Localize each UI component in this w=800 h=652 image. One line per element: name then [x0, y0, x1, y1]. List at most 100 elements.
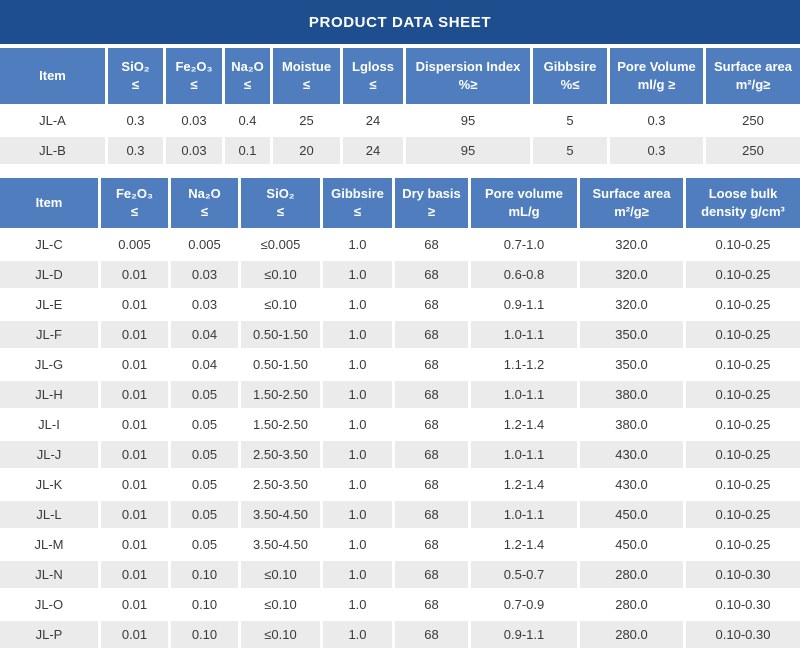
column-header: Loose bulk density g/cm³ [683, 178, 800, 228]
table-cell: 0.3 [105, 134, 163, 164]
table-cell: JL-F [0, 318, 98, 348]
table-cell: 1.0 [320, 378, 392, 408]
table-cell: 68 [392, 378, 468, 408]
table-cell: 0.04 [168, 318, 238, 348]
table-cell: 1.0-1.1 [468, 318, 577, 348]
column-header: Dry basis ≥ [392, 178, 468, 228]
table-cell: JL-O [0, 588, 98, 618]
column-header: Surface area m²/g≥ [703, 48, 800, 104]
column-header: Pore volume mL/g [468, 178, 577, 228]
table-cell: 0.10-0.30 [683, 588, 800, 618]
table-cell: 0.4 [222, 104, 270, 134]
table-cell: 1.0 [320, 588, 392, 618]
table-row: JL-G 0.01 0.04 0.50-1.50 1.0 68 1.1-1.2 350.0 0.… [0, 348, 800, 378]
table-cell: 95 [403, 134, 530, 164]
table-row: JL-A 0.3 0.03 0.4 25 24 95 5 0.3 250 [0, 104, 800, 134]
table-row: JL-L 0.01 0.05 3.50-4.50 1.0 68 1.0-1.1 450.0 0.… [0, 498, 800, 528]
table-cell: 0.50-1.50 [238, 318, 320, 348]
table-cell: 250 [703, 104, 800, 134]
table-cell: JL-J [0, 438, 98, 468]
table-row: JL-J 0.01 0.05 2.50-3.50 1.0 68 1.0-1.1 430.0 0.… [0, 438, 800, 468]
table-cell: JL-B [0, 134, 105, 164]
table-cell: 1.0 [320, 228, 392, 258]
table-cell: 2.50-3.50 [238, 468, 320, 498]
table-cell: 350.0 [577, 318, 683, 348]
table-cell: 68 [392, 258, 468, 288]
table-cell: 0.01 [98, 468, 168, 498]
column-header: Na₂O ≤ [168, 178, 238, 228]
table-cell: 68 [392, 468, 468, 498]
table-cell: 68 [392, 498, 468, 528]
table-cell: 1.50-2.50 [238, 408, 320, 438]
table-row: JL-N 0.01 0.10 ≤0.10 1.0 68 0.5-0.7 280.0 0.10-0… [0, 558, 800, 588]
table-cell: 95 [403, 104, 530, 134]
column-header: Gibbsire %≤ [530, 48, 607, 104]
table-header: Item Fe₂O₃ ≤ Na₂O ≤ SiO₂ ≤ Gibbsire ≤ Dry bas… [0, 178, 800, 228]
table-cell: 1.0-1.1 [468, 498, 577, 528]
table-row: JL-B 0.3 0.03 0.1 20 24 95 5 0.3 250 [0, 134, 800, 164]
table-cell: 0.7-1.0 [468, 228, 577, 258]
table-cell: 68 [392, 348, 468, 378]
table-row: JL-P 0.01 0.10 ≤0.10 1.0 68 0.9-1.1 280.0 0.10-0… [0, 618, 800, 648]
table-cell: 24 [340, 104, 403, 134]
table-cell: JL-H [0, 378, 98, 408]
table-cell: ≤0.10 [238, 288, 320, 318]
table-cell: 0.3 [105, 104, 163, 134]
table-cell: 0.005 [168, 228, 238, 258]
product-table-fine: Item Fe₂O₃ ≤ Na₂O ≤ SiO₂ ≤ Gibbsire ≤ Dry bas… [0, 178, 800, 648]
column-header: Pore Volume ml/g ≥ [607, 48, 703, 104]
column-header: Surface area m²/g≥ [577, 178, 683, 228]
column-header: Fe₂O₃ ≤ [98, 178, 168, 228]
table-cell: 0.04 [168, 348, 238, 378]
table-row: JL-H 0.01 0.05 1.50-2.50 1.0 68 1.0-1.1 380.0 0.… [0, 378, 800, 408]
column-header: Gibbsire ≤ [320, 178, 392, 228]
table-cell: 0.01 [98, 528, 168, 558]
table-cell: 0.03 [168, 258, 238, 288]
table-cell: 68 [392, 528, 468, 558]
table-cell: 0.3 [607, 104, 703, 134]
header-row: Item SiO₂ ≤ Fe₂O₃ ≤ Na₂O ≤ Moistue ≤ Lgloss ≤… [0, 48, 800, 104]
table-cell: 0.9-1.1 [468, 288, 577, 318]
table-row: JL-M 0.01 0.05 3.50-4.50 1.0 68 1.2-1.4 450.0 0.… [0, 528, 800, 558]
table-cell: 0.03 [168, 288, 238, 318]
column-header: Na₂O ≤ [222, 48, 270, 104]
table-cell: 0.10-0.25 [683, 228, 800, 258]
table-cell: 350.0 [577, 348, 683, 378]
table-cell: 0.005 [98, 228, 168, 258]
table-cell: 250 [703, 134, 800, 164]
table-body: JL-C 0.005 0.005 ≤0.005 1.0 68 0.7-1.0 320.0 0.1… [0, 228, 800, 648]
table-cell: 0.05 [168, 528, 238, 558]
table-cell: JL-I [0, 408, 98, 438]
table-cell: 380.0 [577, 378, 683, 408]
column-header: Lgloss ≤ [340, 48, 403, 104]
table-cell: 280.0 [577, 618, 683, 648]
header-row: Item Fe₂O₃ ≤ Na₂O ≤ SiO₂ ≤ Gibbsire ≤ Dry bas… [0, 178, 800, 228]
table-cell: 0.50-1.50 [238, 348, 320, 378]
table-cell: 280.0 [577, 588, 683, 618]
table-cell: 68 [392, 618, 468, 648]
table-cell: 2.50-3.50 [238, 438, 320, 468]
table-cell: 1.2-1.4 [468, 468, 577, 498]
table-cell: 0.01 [98, 588, 168, 618]
column-header: Dispersion Index %≥ [403, 48, 530, 104]
table-cell: JL-P [0, 618, 98, 648]
table-cell: 320.0 [577, 288, 683, 318]
table-cell: 0.10-0.25 [683, 288, 800, 318]
table-cell: 25 [270, 104, 340, 134]
table-cell: ≤0.005 [238, 228, 320, 258]
table-cell: 0.10-0.25 [683, 498, 800, 528]
table-cell: JL-L [0, 498, 98, 528]
table-cell: 1.0 [320, 468, 392, 498]
table-cell: 0.10-0.25 [683, 378, 800, 408]
table-cell: 430.0 [577, 438, 683, 468]
table-cell: 3.50-4.50 [238, 528, 320, 558]
table-cell: JL-E [0, 288, 98, 318]
table-cell: 1.50-2.50 [238, 378, 320, 408]
table-cell: 0.1 [222, 134, 270, 164]
page-title: PRODUCT DATA SHEET [0, 0, 800, 44]
table-cell: 320.0 [577, 258, 683, 288]
table-cell: 0.10-0.30 [683, 618, 800, 648]
table-cell: 0.01 [98, 258, 168, 288]
table-cell: 0.3 [607, 134, 703, 164]
table-cell: 68 [392, 438, 468, 468]
